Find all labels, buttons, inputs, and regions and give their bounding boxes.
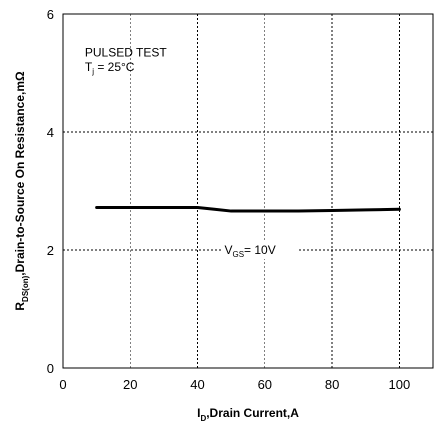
series-label-background [221, 241, 298, 259]
y-tick-label: 6 [47, 7, 54, 22]
temperature-value: = 25°C [94, 60, 135, 74]
x-axis-label-main: I [197, 406, 200, 420]
x-tick-label: 80 [325, 377, 339, 392]
x-tick-label: 20 [123, 377, 137, 392]
annotation-layer: PULSED TEST Tj = 25°C VGS= 10V [85, 45, 298, 259]
x-axis-label-rest: ,Drain Current,A [206, 406, 299, 420]
x-axis-label-subscript: D [200, 414, 206, 423]
tick-layer: 0 20 40 60 80 100 0 2 4 6 [47, 7, 410, 392]
series-line [95, 206, 401, 213]
temperature-subscript: j [91, 67, 94, 76]
x-tick-label: 60 [258, 377, 272, 392]
temperature-label: Tj = 25°C [85, 60, 135, 76]
y-tick-label: 2 [47, 243, 54, 258]
series-label-subscript: GS [232, 250, 244, 259]
series-label-main: V [224, 243, 232, 257]
series-layer [95, 206, 401, 213]
plot-frame [62, 13, 434, 369]
temperature-main: T [85, 60, 93, 74]
x-tick-label: 100 [389, 377, 411, 392]
y-axis-label-subscript: DS(on) [21, 275, 30, 302]
x-axis-label: ID,Drain Current,A [197, 406, 299, 423]
series-label: VGS= 10V [224, 243, 275, 259]
series-label-value: = 10V [244, 243, 276, 257]
x-tick-label: 0 [59, 377, 66, 392]
test-condition-label: PULSED TEST [85, 45, 167, 59]
y-tick-label: 0 [47, 361, 54, 376]
y-tick-label: 4 [47, 125, 54, 140]
y-axis-label-rest: ,Drain-to-Source On Resistance,mΩ [13, 71, 27, 276]
x-tick-label: 40 [190, 377, 204, 392]
y-axis-label: RDS(on),Drain-to-Source On Resistance,mΩ [13, 71, 30, 311]
y-axis-label-main: R [13, 302, 27, 311]
